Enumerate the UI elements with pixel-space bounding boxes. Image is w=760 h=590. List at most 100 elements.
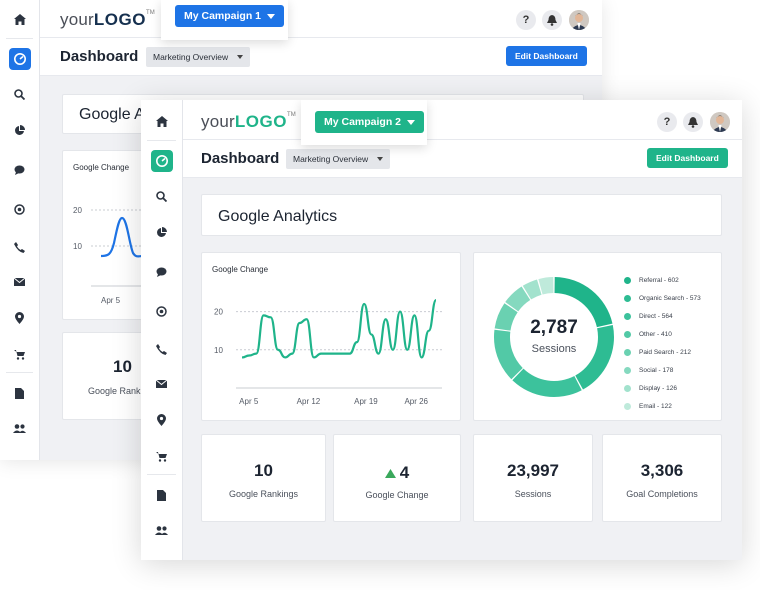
users-icon[interactable] — [151, 519, 173, 541]
mail-icon[interactable] — [151, 373, 173, 395]
document-icon[interactable] — [151, 484, 173, 506]
mail-icon[interactable] — [9, 271, 31, 293]
chevron-down-icon — [237, 55, 244, 59]
donut-slice — [494, 329, 523, 380]
card-title: Google Analytics — [218, 208, 338, 225]
donut-legend: Referral - 602 Organic Search - 573 Dire… — [624, 271, 701, 415]
search-icon[interactable] — [9, 83, 31, 105]
legend-swatch — [624, 348, 631, 356]
dashboard-select[interactable]: Marketing Overview — [146, 47, 251, 67]
kpi-value: 10 — [113, 357, 132, 376]
legend-swatch — [624, 366, 631, 374]
legend-swatch — [624, 294, 631, 302]
sidebar-divider — [6, 372, 33, 373]
legend-swatch — [624, 384, 631, 392]
y-tick-label: 10 — [214, 346, 223, 355]
donut-center-label: Sessions — [531, 343, 577, 355]
campaign-selector-button[interactable]: My Campaign 1 — [175, 5, 285, 27]
donut-center-value: 2,787 — [530, 317, 578, 338]
user-avatar[interactable] — [710, 112, 730, 132]
google-change-kpi-card: 4 Google Change — [333, 434, 461, 522]
dashboard-select-value: Marketing Overview — [153, 52, 229, 62]
kpi-value: 10 — [254, 461, 273, 480]
goal-completions-kpi-card: 3,306 Goal Completions — [602, 434, 722, 522]
legend-item: Social - 178 — [624, 361, 701, 379]
kpi-label: Google Rankings — [88, 386, 158, 396]
kpi-label: Google Rankings — [228, 489, 299, 499]
pie-chart-icon[interactable] — [151, 221, 173, 243]
home-icon[interactable] — [9, 8, 31, 30]
kpi-value: 23,997 — [507, 461, 559, 480]
google-analytics-header-card: Google Analytics — [201, 194, 722, 236]
google-change-line-chart: 20 10 Apr 5 Apr 12 Apr 19 Apr 26 — [214, 299, 442, 406]
chevron-down-icon — [377, 157, 384, 161]
legend-swatch — [624, 312, 631, 320]
sidebar-divider — [147, 140, 176, 141]
y-tick-label: 20 — [214, 308, 223, 317]
y-tick-label: 10 — [73, 242, 82, 251]
phone-icon[interactable] — [9, 236, 31, 258]
notification-bell-icon[interactable] — [683, 112, 703, 132]
donut-slice — [494, 303, 518, 331]
series-line — [241, 299, 438, 359]
sessions-kpi-card: 23,997 Sessions — [473, 434, 593, 522]
legend-item: Referral - 602 — [624, 271, 701, 289]
logo: yourLOGOTM — [201, 112, 297, 131]
legend-swatch — [624, 402, 631, 410]
back-sidebar — [0, 0, 40, 460]
legend-item: Email - 122 — [624, 397, 701, 415]
y-tick-label: 20 — [73, 206, 82, 215]
legend-item: Direct - 564 — [624, 307, 701, 325]
chat-icon[interactable] — [151, 261, 173, 283]
kpi-label: Goal Completions — [626, 489, 698, 499]
document-icon[interactable] — [9, 382, 31, 404]
help-icon[interactable]: ? — [657, 112, 677, 132]
chat-icon[interactable] — [9, 159, 31, 181]
search-icon[interactable] — [151, 185, 173, 207]
radar-icon[interactable] — [9, 198, 31, 220]
dashboard-select-value: Marketing Overview — [293, 154, 369, 164]
donut-slice — [505, 286, 531, 312]
legend-item: Paid Search - 212 — [624, 343, 701, 361]
users-icon[interactable] — [9, 417, 31, 439]
chart-title: Google Change — [73, 163, 130, 172]
edit-dashboard-button[interactable]: Edit Dashboard — [506, 46, 587, 66]
location-pin-icon[interactable] — [9, 307, 31, 329]
cart-icon[interactable] — [9, 344, 31, 366]
campaign-selector-button[interactable]: My Campaign 2 — [315, 111, 425, 133]
kpi-value: 3,306 — [640, 461, 684, 480]
kpi-label: Sessions — [514, 489, 552, 499]
page-title: Dashboard — [201, 150, 280, 167]
radar-icon[interactable] — [151, 300, 173, 322]
donut-slice — [538, 277, 554, 295]
cart-icon[interactable] — [151, 446, 173, 468]
home-icon[interactable] — [151, 110, 173, 132]
kpi-value: 4 — [399, 463, 410, 482]
x-tick-label: Apr 19 — [354, 397, 378, 406]
help-icon[interactable]: ? — [516, 10, 536, 30]
location-pin-icon[interactable] — [151, 409, 173, 431]
dashboard-select[interactable]: Marketing Overview — [286, 149, 391, 169]
phone-icon[interactable] — [151, 338, 173, 360]
legend-swatch — [624, 330, 631, 338]
front-subbar: Dashboard Marketing Overview Edit Dashbo… — [183, 140, 742, 178]
sessions-donut-chart — [494, 277, 614, 397]
page-title: Dashboard — [60, 48, 139, 65]
x-tick-label: Apr 5 — [239, 397, 259, 406]
x-tick-label: Apr 12 — [297, 397, 321, 406]
kpi-value-row: 4 — [334, 463, 460, 483]
notification-bell-icon[interactable] — [542, 10, 562, 30]
dashboard-icon[interactable] — [8, 48, 31, 70]
front-dashboard-window: yourLOGOTM ? Dashboard Marketing Overvie… — [141, 100, 742, 560]
donut-slice — [554, 277, 613, 328]
pie-chart-icon[interactable] — [9, 119, 31, 141]
user-avatar[interactable] — [569, 10, 589, 30]
donut-slice — [512, 368, 582, 397]
legend-swatch — [624, 276, 631, 284]
edit-dashboard-button[interactable]: Edit Dashboard — [647, 148, 728, 168]
legend-item: Other - 410 — [624, 325, 701, 343]
legend-item: Display - 126 — [624, 379, 701, 397]
dashboard-icon[interactable] — [150, 150, 173, 172]
campaign-label: My Campaign 1 — [184, 10, 262, 22]
